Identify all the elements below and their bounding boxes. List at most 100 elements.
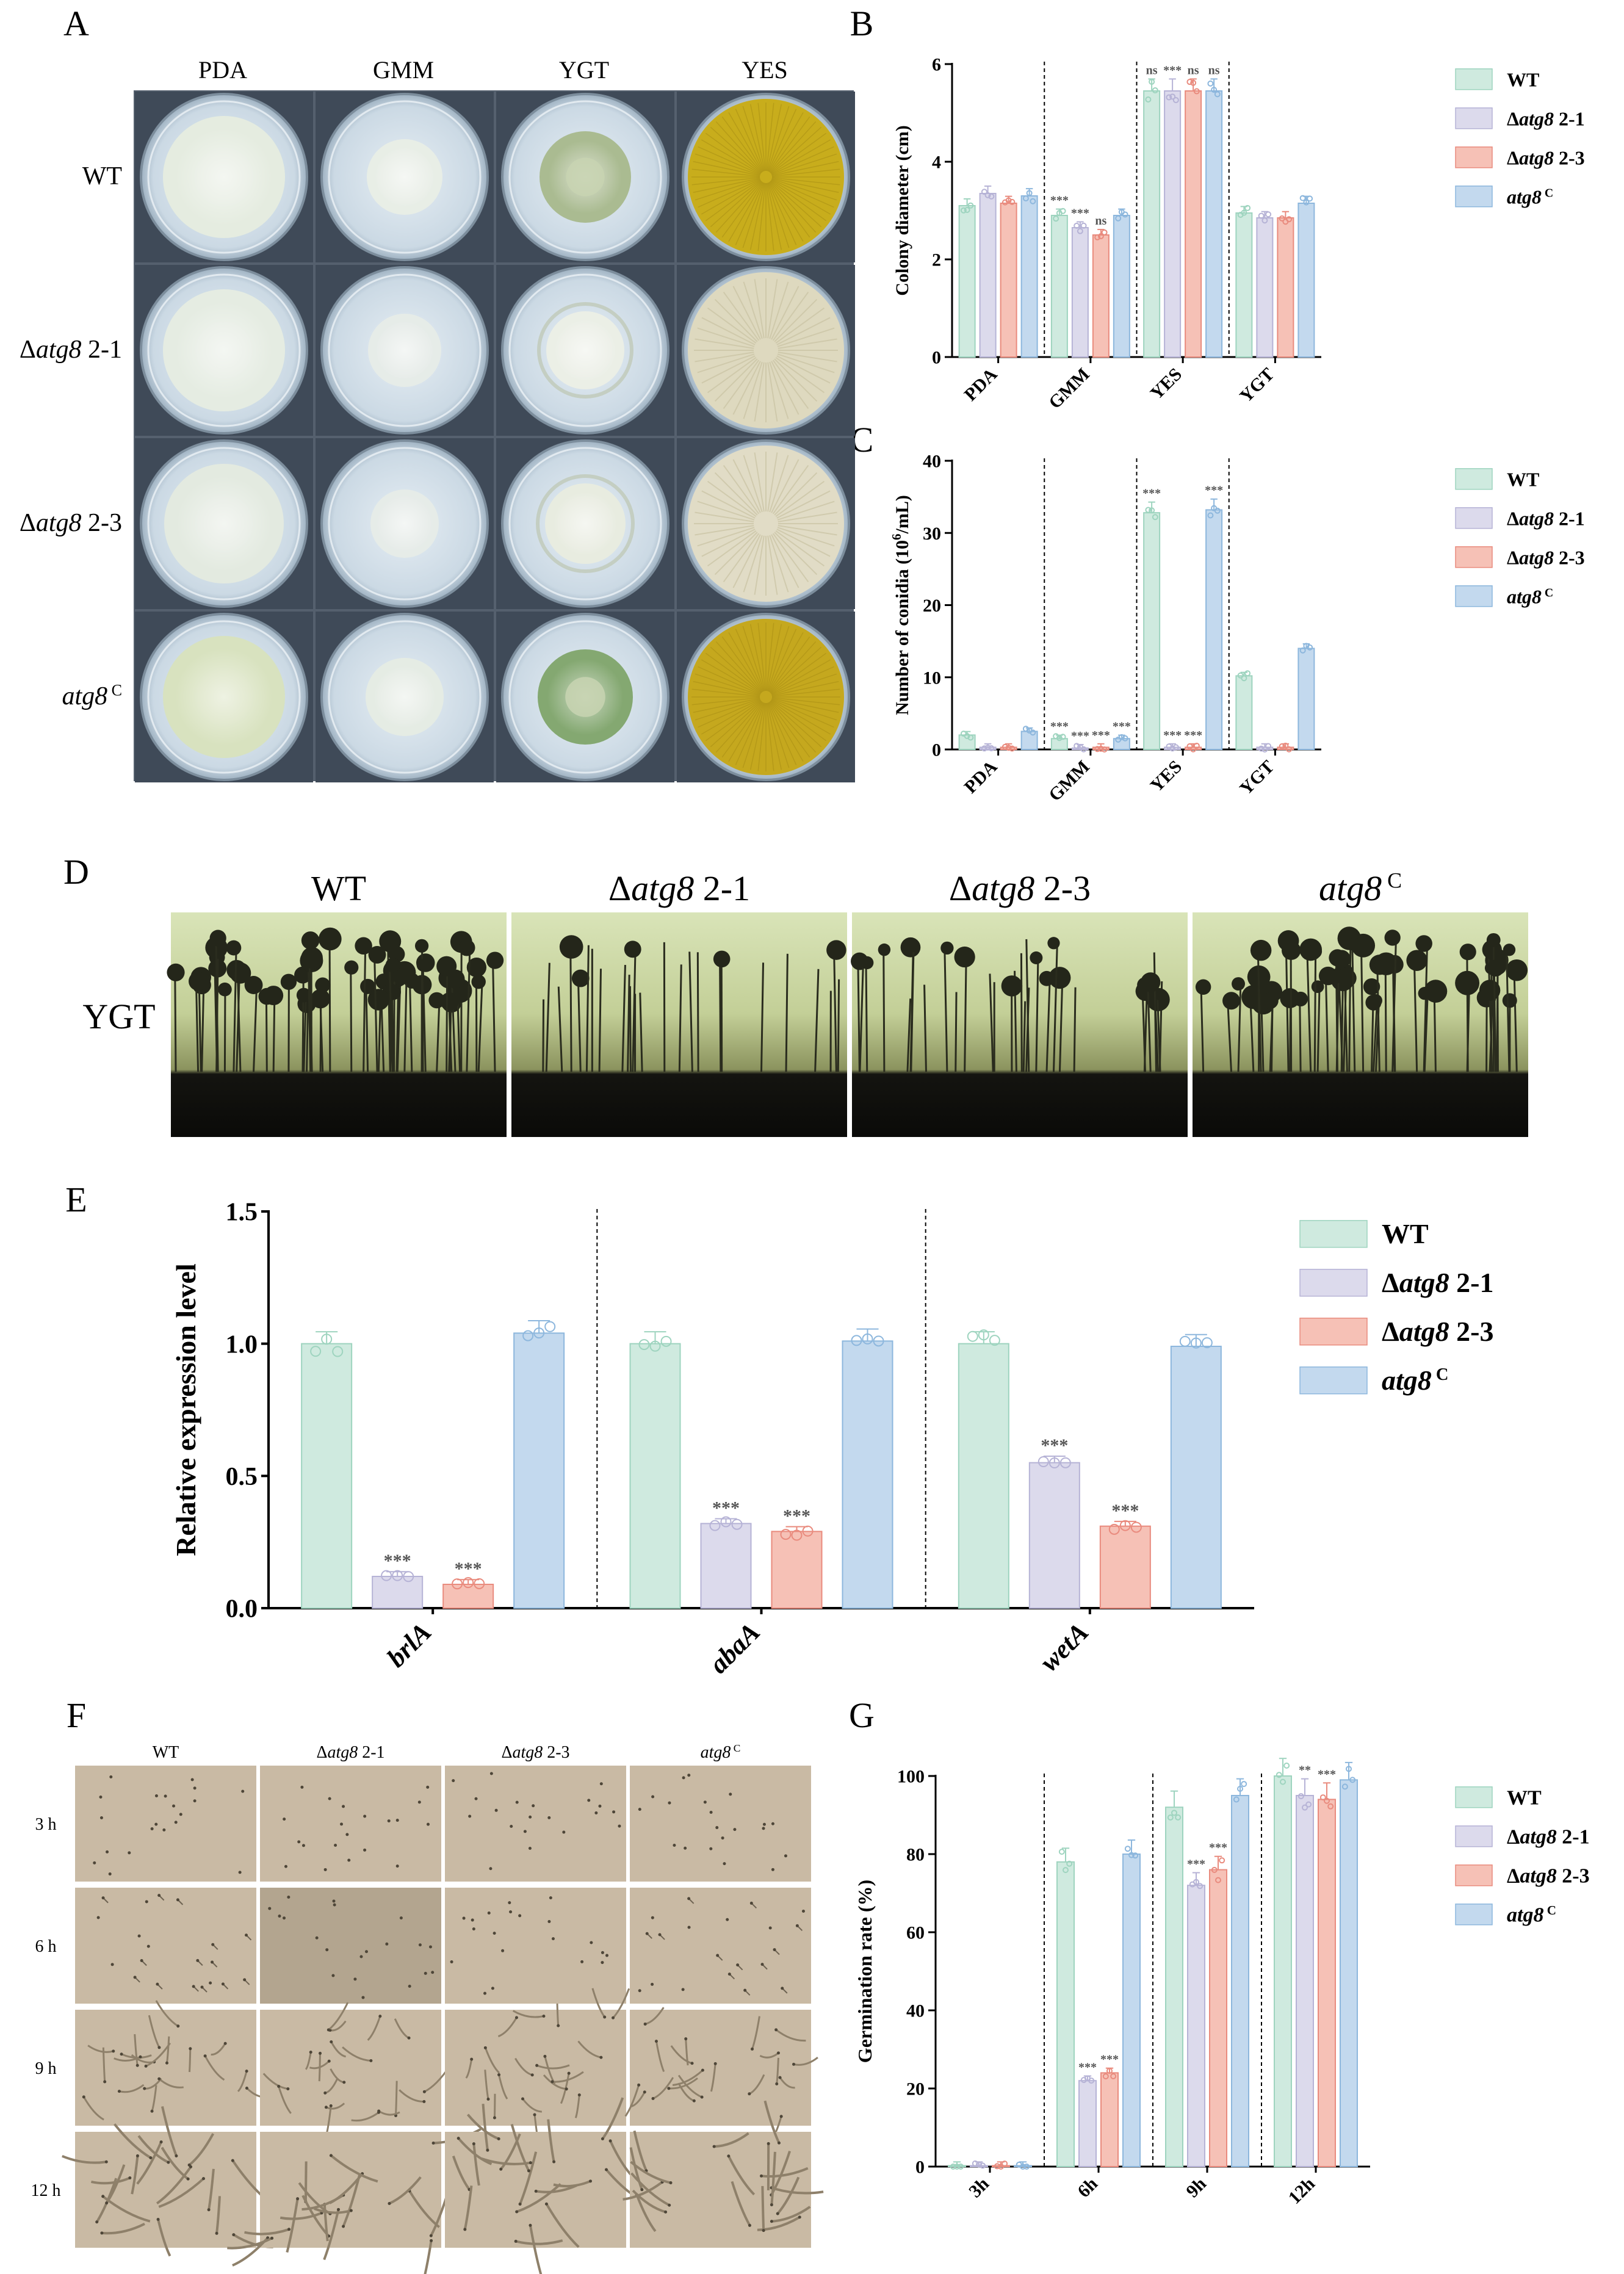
data-point [1001, 743, 1008, 750]
micrograph-background [445, 2010, 626, 2126]
conidium [733, 1828, 737, 1832]
colony-texture [771, 698, 839, 713]
data-point [1201, 1337, 1213, 1349]
conidium [323, 1868, 327, 1871]
micrograph [445, 1888, 626, 2004]
conidiophore [1423, 943, 1429, 1072]
germ-tube [670, 2045, 693, 2065]
bar [1297, 203, 1315, 358]
colony-furrow [743, 535, 763, 593]
conidiophore [1045, 978, 1051, 1072]
data-point [1152, 514, 1158, 521]
germ-tube [612, 1988, 630, 2019]
colony-texture [771, 699, 831, 735]
colony-center [375, 321, 434, 380]
conidium [499, 2167, 503, 2171]
conidiophore [388, 965, 394, 1072]
conidiophore [253, 984, 258, 1072]
conidium [156, 1982, 159, 1986]
legend-label: Δatg8 2-3 [1382, 1316, 1493, 1347]
conidium [284, 1864, 287, 1868]
column-label-yes: YES [742, 56, 788, 84]
micrograph [167, 912, 507, 1137]
legend-label: atg8 C [1507, 1903, 1556, 1927]
conidial-head [1001, 975, 1023, 997]
x-tick-label: GMM [1045, 364, 1094, 413]
data-point [1279, 743, 1285, 749]
conidium [668, 2203, 671, 2207]
conidium [684, 1846, 687, 1850]
conidium [651, 1916, 654, 1919]
colony-texture [766, 182, 774, 251]
conidium [245, 2070, 248, 2073]
germ-tube [329, 2173, 364, 2204]
data-point [1106, 2068, 1113, 2074]
colony-texture [721, 701, 763, 758]
conidium [327, 2028, 330, 2032]
colony-texture [771, 177, 840, 186]
data-point [1190, 79, 1197, 86]
colony-texture [695, 698, 760, 721]
conidium [387, 1819, 391, 1823]
y-axis-label: Number of conidia (106/mL) [889, 495, 912, 715]
conidial-head [471, 974, 486, 989]
legend-swatch [1455, 146, 1493, 168]
conidium [773, 1948, 776, 1952]
conidiophore [910, 952, 915, 1072]
conidium [781, 1987, 784, 1990]
conidium [651, 1795, 655, 1799]
conidiophore [1513, 970, 1518, 1072]
conidium [139, 2055, 142, 2059]
data-point [1030, 729, 1036, 736]
germ-tube [630, 2160, 671, 2184]
colony-furrow [774, 472, 818, 516]
conidium [468, 1814, 472, 1818]
conidium [120, 2052, 123, 2056]
germ-tube [556, 2003, 560, 2026]
panel-letter-d: D [63, 852, 89, 892]
bar [1050, 215, 1068, 358]
conidium [601, 2137, 604, 2141]
conidium [528, 1847, 532, 1850]
data-point [1303, 643, 1310, 649]
bar [1056, 1861, 1075, 2168]
conidium [324, 2106, 328, 2109]
y-tick-label: 0 [932, 348, 941, 368]
conidium [727, 1973, 731, 1976]
significance-label: *** [1050, 720, 1069, 734]
data-point [1346, 1766, 1352, 1772]
conidiophore [1073, 987, 1077, 1072]
data-point [1307, 644, 1313, 651]
conidium [798, 2215, 801, 2219]
row-label-time: 6 h [35, 1937, 57, 1956]
germ-tube [727, 2155, 756, 2196]
panel-d: YGT WT Δatg8 2-1 Δatg8 2-3 atg8 C [82, 868, 1528, 1137]
conidium [245, 2086, 248, 2090]
conidiophore [1299, 998, 1302, 1072]
significance-label: *** [1318, 1767, 1336, 1781]
conidium [668, 1801, 671, 1805]
conidium [542, 2014, 546, 2018]
significance-label: *** [1142, 487, 1161, 500]
x-tick-label: wetA [1034, 1617, 1094, 1677]
conidial-head [416, 959, 430, 972]
germ-tube [101, 2223, 145, 2235]
data-point [862, 1333, 873, 1345]
conidium [497, 2073, 501, 2077]
colony-furrow [701, 490, 756, 519]
micrograph-background [260, 1766, 441, 1882]
germ-tube [547, 2119, 555, 2162]
colony-texture [735, 702, 764, 765]
panel-letter-b: B [850, 4, 874, 43]
conidium [493, 2116, 496, 2120]
germ-tube [134, 2034, 139, 2066]
germ-tube [188, 2048, 192, 2073]
row-label-ygt: YGT [82, 997, 155, 1036]
colony-center [553, 491, 618, 556]
colony-texture [767, 182, 790, 248]
colony-furrow [778, 511, 837, 522]
germ-tube [330, 2041, 346, 2058]
data-point [998, 2164, 1004, 2170]
colony-texture [771, 697, 840, 706]
